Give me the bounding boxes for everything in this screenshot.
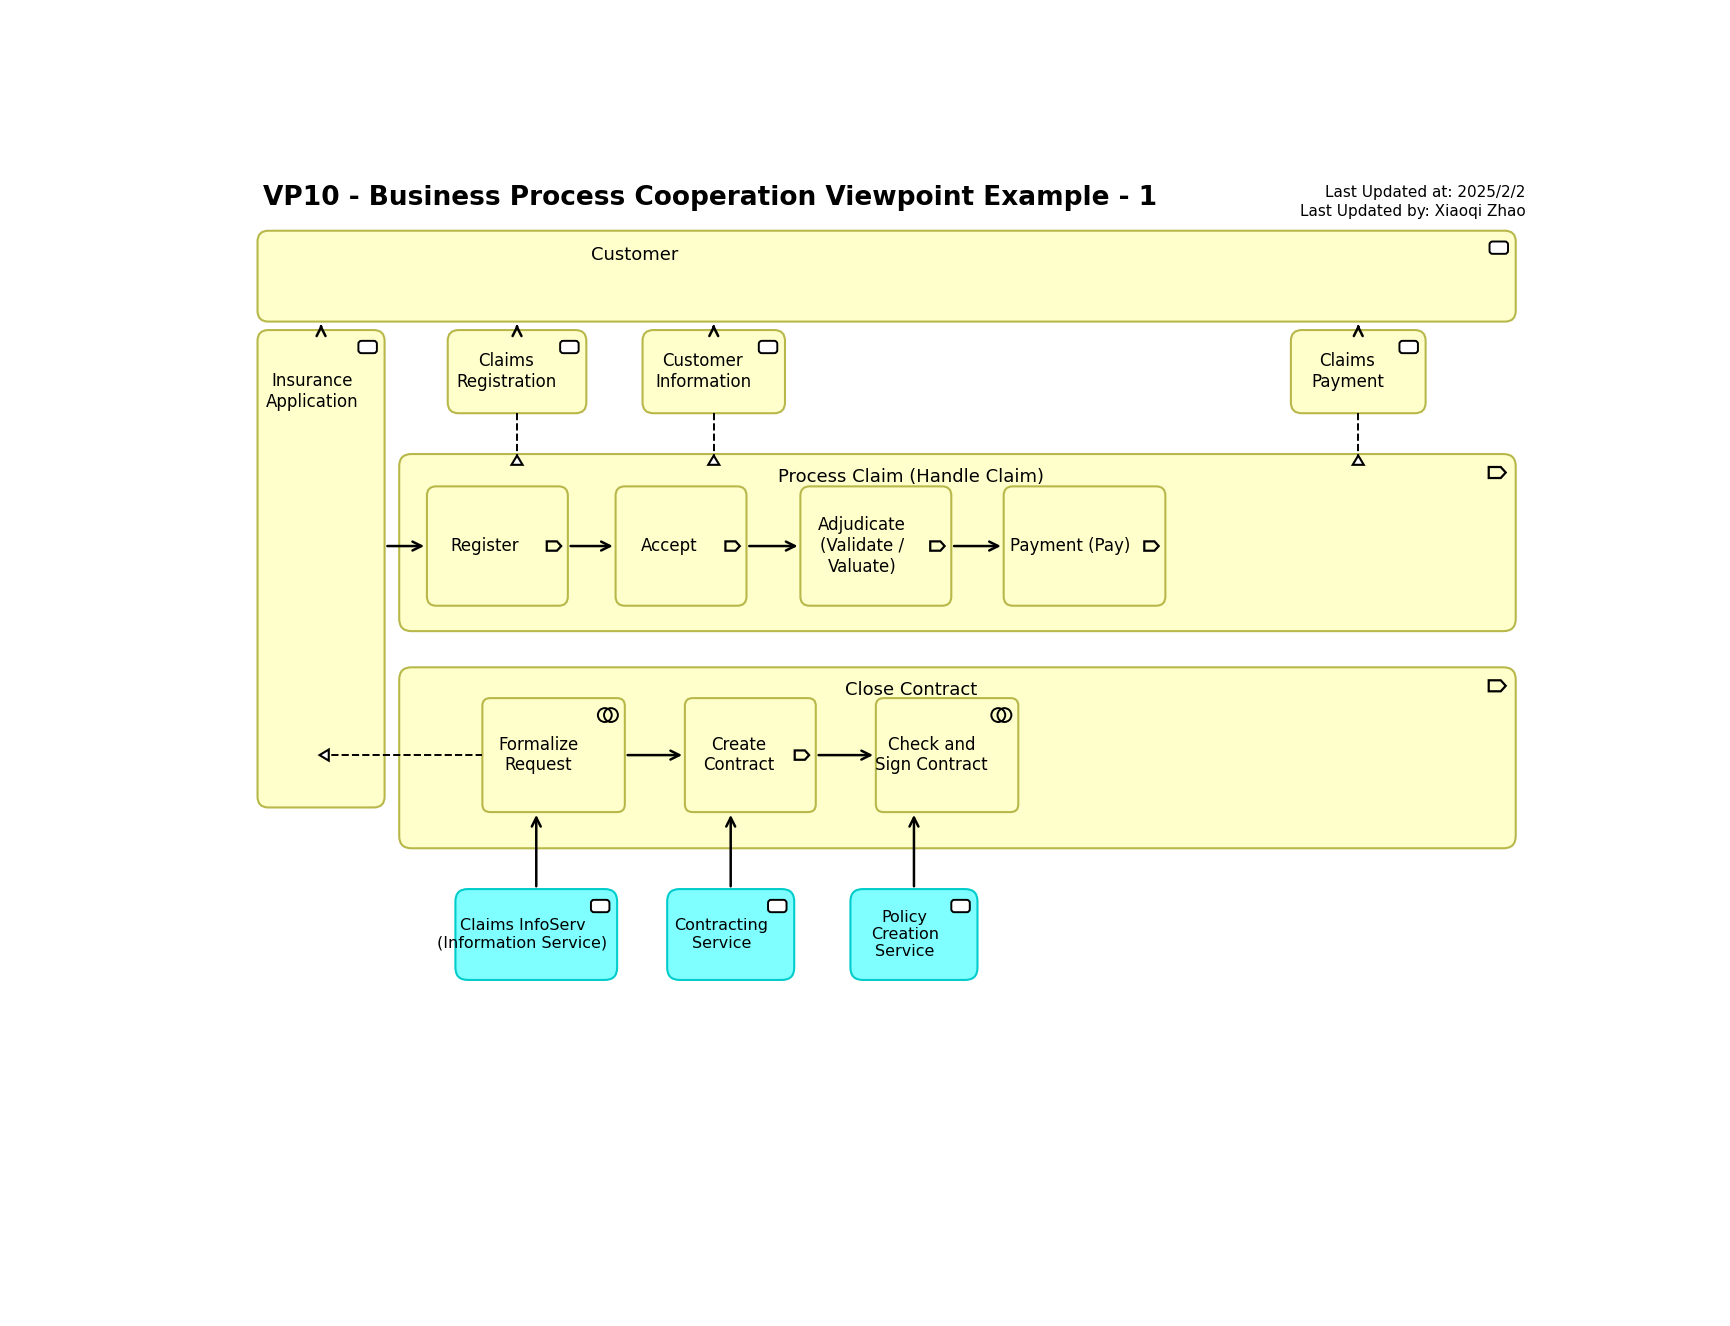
Text: Process Claim (Handle Claim): Process Claim (Handle Claim) [778,468,1045,485]
FancyBboxPatch shape [1003,487,1166,606]
Text: Payment (Pay): Payment (Pay) [1010,537,1131,556]
Text: Formalize
Request: Formalize Request [498,736,578,774]
FancyBboxPatch shape [875,697,1019,812]
FancyBboxPatch shape [952,900,971,912]
Text: Adjudicate
(Validate /
Valuate): Adjudicate (Validate / Valuate) [818,516,907,575]
FancyBboxPatch shape [1490,241,1509,253]
FancyBboxPatch shape [400,667,1515,849]
FancyBboxPatch shape [1400,341,1419,353]
FancyBboxPatch shape [258,231,1515,322]
Text: Insurance
Application: Insurance Application [265,373,358,411]
Text: Create
Contract: Create Contract [702,736,775,774]
Polygon shape [708,456,720,465]
Text: Claims InfoServ
(Information Service): Claims InfoServ (Information Service) [438,919,607,951]
FancyBboxPatch shape [358,341,377,353]
FancyBboxPatch shape [427,487,567,606]
Text: Customer
Information: Customer Information [656,353,751,391]
Text: Last Updated at: 2025/2/2: Last Updated at: 2025/2/2 [1325,184,1526,200]
Text: Policy
Creation
Service: Policy Creation Service [870,910,939,960]
Text: Last Updated by: Xiaoqi Zhao: Last Updated by: Xiaoqi Zhao [1299,204,1526,219]
FancyBboxPatch shape [668,888,794,980]
Text: Accept: Accept [642,537,697,556]
Text: Contracting
Service: Contracting Service [675,919,768,951]
Polygon shape [1353,456,1363,465]
FancyBboxPatch shape [642,330,785,414]
FancyBboxPatch shape [400,453,1515,631]
Polygon shape [320,749,329,761]
Text: Customer: Customer [592,247,678,264]
FancyBboxPatch shape [616,487,746,606]
FancyBboxPatch shape [768,900,787,912]
FancyBboxPatch shape [258,330,384,808]
Text: VP10 - Business Process Cooperation Viewpoint Example - 1: VP10 - Business Process Cooperation View… [263,184,1157,211]
FancyBboxPatch shape [685,697,817,812]
FancyBboxPatch shape [851,888,977,980]
Text: Close Contract: Close Contract [846,682,977,699]
Text: Claims
Payment: Claims Payment [1311,353,1384,391]
FancyBboxPatch shape [759,341,777,353]
FancyBboxPatch shape [592,900,609,912]
FancyBboxPatch shape [561,341,578,353]
Text: Check and
Sign Contract: Check and Sign Contract [875,736,988,774]
FancyBboxPatch shape [1291,330,1426,414]
Text: Register: Register [452,537,519,556]
FancyBboxPatch shape [448,330,586,414]
FancyBboxPatch shape [483,697,625,812]
FancyBboxPatch shape [801,487,952,606]
Text: Claims
Registration: Claims Registration [457,353,557,391]
FancyBboxPatch shape [455,888,618,980]
Polygon shape [512,456,522,465]
